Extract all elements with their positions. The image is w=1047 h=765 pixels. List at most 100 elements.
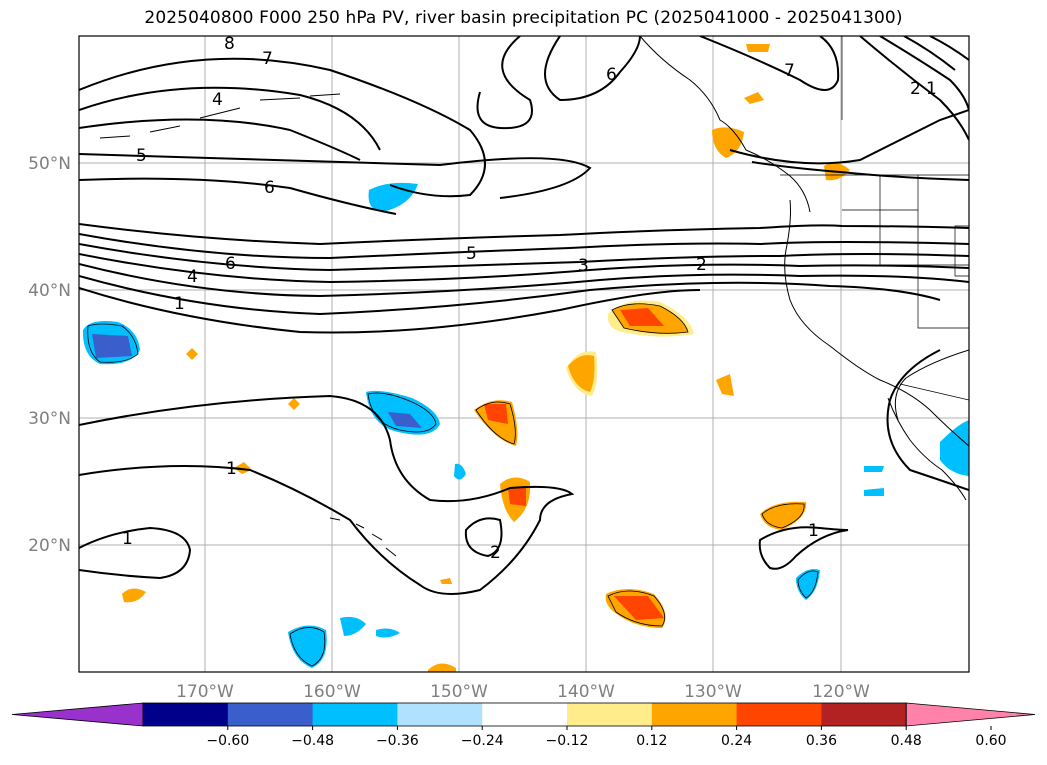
pv-contour (79, 243, 969, 272)
pv-contour (464, 517, 503, 558)
lat-axis-labels: 50°N 40°N 30°N 20°N (28, 154, 71, 556)
precip-blob-neg (388, 412, 422, 428)
colorbar-segment (397, 703, 483, 726)
precip-blob-pos (716, 374, 734, 396)
colorbar-tick-label: −0.60 (206, 733, 249, 749)
colorbar-segment (143, 703, 229, 726)
pv-contour (79, 223, 969, 246)
pv-contour (758, 526, 849, 570)
colorbar-tick-label: 0.24 (721, 733, 752, 749)
precip-blob-neg (864, 466, 884, 472)
precip-blob-pos (744, 92, 764, 104)
lat-label: 40°N (28, 281, 71, 301)
colorbar-tick-label: −0.24 (461, 733, 504, 749)
pv-contour (79, 86, 381, 151)
colorbar-tick-label: 0.36 (806, 733, 837, 749)
colorbar-extend-max (905, 702, 1036, 727)
mexico-border (899, 383, 969, 401)
map-frame (78, 35, 970, 673)
colorbar-frame (142, 702, 907, 727)
hawaii-islands (329, 517, 397, 557)
lon-axis-labels: 170°W 160°W 150°W 140°W 130°W 120°W (176, 682, 870, 702)
pv-contour (903, 36, 956, 71)
lon-label: 120°W (812, 682, 870, 702)
contour-label: 1 (926, 79, 937, 99)
pv-contour (79, 526, 192, 580)
contour-label: 1 (808, 521, 819, 541)
precip-blob-pos (234, 462, 252, 474)
colorbar-segment (227, 703, 314, 726)
contour-label: 4 (212, 90, 223, 110)
lat-label: 20°N (28, 536, 71, 556)
pv-contour (79, 394, 575, 595)
lat-label: 30°N (28, 409, 71, 429)
contour-label: 7 (784, 61, 795, 81)
colorbar-extend-min (11, 702, 144, 727)
precip-outlines (87, 303, 819, 667)
pv-contour (79, 118, 361, 161)
contour-label: 8 (224, 34, 235, 54)
colorbar-tick-label: 0.48 (891, 733, 922, 749)
pv-contour (79, 263, 969, 298)
north-america-coast (784, 199, 969, 447)
contour-label: 6 (264, 178, 275, 198)
lon-label: 140°W (557, 682, 615, 702)
precip-blob-neg (864, 488, 884, 496)
pv-contour (79, 177, 397, 215)
pv-contour (79, 57, 486, 198)
precip-blob-neg (940, 420, 969, 476)
precip-blob-pos (760, 501, 807, 530)
colorbar-tick-label: −0.48 (291, 733, 334, 749)
colorbar-segment (736, 703, 822, 726)
lon-label: 160°W (303, 682, 361, 702)
contour-label: 3 (578, 256, 589, 276)
contour-label: 2 (696, 255, 707, 275)
precip-blob-pos (428, 663, 456, 672)
lon-label: 170°W (176, 682, 234, 702)
precip-blob-neg (454, 463, 466, 480)
contour-label: 1 (174, 294, 185, 314)
alaska-coast (639, 36, 811, 213)
colorbar-segment (651, 703, 738, 726)
pv-contour (79, 253, 969, 284)
state-borders (841, 36, 969, 329)
pv-contours (79, 36, 969, 595)
precip-blob-neg (92, 334, 132, 358)
contour-label: 5 (466, 244, 477, 264)
contour-label: 6 (606, 65, 617, 85)
pv-contour (476, 36, 533, 130)
precip-blob-pos (614, 596, 664, 620)
precip-blob-neg (376, 628, 400, 638)
colorbar-segment (567, 703, 653, 726)
precip-blob-pos (746, 44, 770, 52)
colorbar: −0.60 −0.48 −0.36 −0.24 −0.12 0.12 0.24 0.36 0.4… (11, 702, 1036, 749)
map-title: 2025040800 F000 250 hPa PV, river basin … (144, 8, 903, 28)
precip-blob-pos (186, 348, 198, 360)
pv-contour (879, 36, 969, 111)
precip-blob-pos (620, 308, 664, 326)
pv-contour (699, 36, 840, 91)
pv-contour (544, 36, 641, 102)
pv-contour (886, 349, 969, 491)
colorbar-segment (482, 703, 568, 726)
contour-label: 7 (262, 49, 273, 69)
contour-label: 1 (226, 459, 237, 479)
colorbar-tick-label: 0.12 (636, 733, 667, 749)
pv-contour (729, 109, 969, 165)
gulf-coast (894, 349, 969, 421)
precip-blob-pos (508, 488, 526, 506)
pv-contour (79, 233, 969, 260)
colorbar-tick-label: 0.60 (975, 733, 1006, 749)
precip-blob-neg (796, 569, 820, 600)
pv-contour (79, 153, 592, 199)
colorbar-segment (312, 703, 398, 726)
precip-blob-neg (288, 625, 327, 668)
pv-contour (79, 275, 941, 316)
precip-blob-pos (440, 578, 452, 584)
contour-labels: 8 7 4 5 6 6 4 1 5 3 2 6 7 2 1 1 1 1 2 1 (122, 34, 937, 563)
precip-blob-pos (288, 398, 300, 410)
lat-label: 50°N (28, 154, 71, 174)
contour-label: 2 (490, 543, 501, 563)
graticule (79, 36, 969, 672)
